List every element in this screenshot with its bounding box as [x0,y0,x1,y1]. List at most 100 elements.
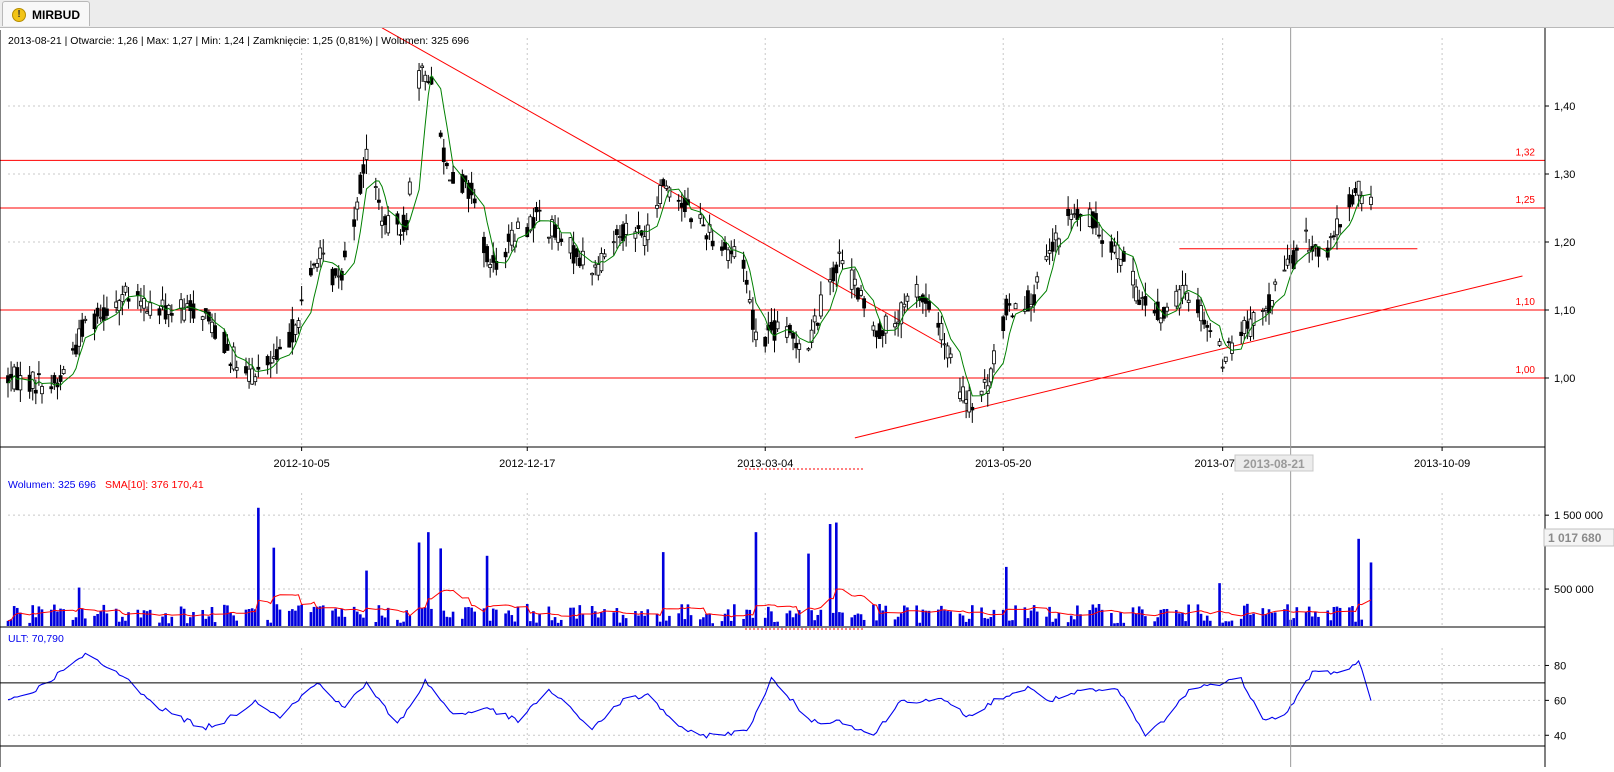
candle-body [1118,258,1123,266]
volume-bar [751,617,755,626]
volume-bar [1178,613,1181,626]
candle [1053,225,1058,253]
candle [568,237,573,260]
candle-body [710,240,715,247]
volume-bar [529,621,532,626]
candle-body [642,236,647,246]
candle-body [105,308,109,316]
volume-bar [1023,607,1027,626]
candle-body [797,343,802,350]
volume-bar [640,611,643,626]
volume-bar [624,618,628,626]
volume-bar [813,620,816,626]
candle [1152,302,1157,316]
volume-bar [235,620,239,626]
volume-bar [983,617,986,626]
price-tick-label: 1,30 [1554,169,1575,181]
price-tick-label: 1,40 [1554,101,1575,113]
candle [1369,185,1373,211]
volume-bar [250,608,254,626]
volume-bar [754,532,758,626]
volume-bar [646,609,650,626]
candle [812,308,817,334]
volume-bar [615,608,619,626]
volume-bar [1304,612,1308,626]
volume-bar [1032,605,1036,626]
candle [482,231,486,268]
volume-bar [167,623,171,626]
candle [1353,181,1358,197]
candle-body [818,294,823,317]
candle [831,261,836,293]
candle-body [927,300,931,310]
candle [15,361,20,391]
volume-bar [831,612,835,626]
candle-body [1001,316,1006,332]
volume-bar [40,609,44,626]
candle-body [126,298,131,302]
volume-bar [278,609,282,626]
volume-bar [272,547,276,626]
tab-mirbud[interactable]: ! MIRBUD [2,1,90,26]
candle [556,217,561,251]
candle-body [593,264,598,268]
candle [55,378,60,400]
candle [1202,311,1207,329]
volume-bar [668,615,671,626]
candle [788,323,792,336]
candle-body [1013,303,1018,310]
candle [1270,300,1275,315]
candle [1072,203,1077,218]
chart-area[interactable]: 1,00 1,10 1,25 1,32 2012-10-05 2012-12-17 201… [0,27,1614,767]
candle [559,233,564,246]
volume-bar [1048,606,1051,626]
candle-body [1007,303,1012,306]
candle [274,336,279,374]
volume-bar [776,621,779,626]
volume-bar [1162,609,1166,626]
candle [1050,228,1055,262]
x-tick-label: 2013-05-20 [975,458,1031,470]
candle [256,354,261,378]
candle [1155,288,1160,322]
volume-bar [74,617,78,626]
candle-body [1158,317,1163,324]
candle [754,318,758,347]
candle-body [958,391,962,399]
candle-body [315,263,319,268]
volume-bar [794,613,798,626]
candle-body [49,386,54,390]
candle [407,177,412,197]
candle [580,237,585,270]
candle [342,241,347,261]
volume-bar [396,619,399,626]
volume-bar [770,611,773,626]
candle-body [979,390,984,396]
volume-bar [482,608,486,626]
candle-body [120,294,125,303]
candle-body [1270,300,1275,307]
volume-bar [207,616,211,626]
volume-bar [980,607,983,626]
volume-legend-label: Wolumen: 325 696 [8,479,96,491]
candle [550,215,554,250]
candle [404,213,409,236]
candle-body [1177,289,1182,309]
candle [488,258,493,278]
candle-body [278,346,282,350]
volume-bar [1252,613,1255,626]
candle [750,297,755,343]
candle-body [268,362,273,364]
candle [1174,284,1179,310]
candle-body [383,216,387,226]
candle-body [253,376,258,383]
volume-bar [683,619,687,626]
candle-body [293,324,298,335]
stock-chart[interactable]: 1,00 1,10 1,25 1,32 2012-10-05 2012-12-17 201… [0,27,1614,767]
volume-bar [158,622,161,626]
candle-body [1131,270,1135,286]
candle [883,313,888,344]
volume-bar [445,616,449,626]
candle-body [1174,290,1179,307]
candle [92,309,97,341]
